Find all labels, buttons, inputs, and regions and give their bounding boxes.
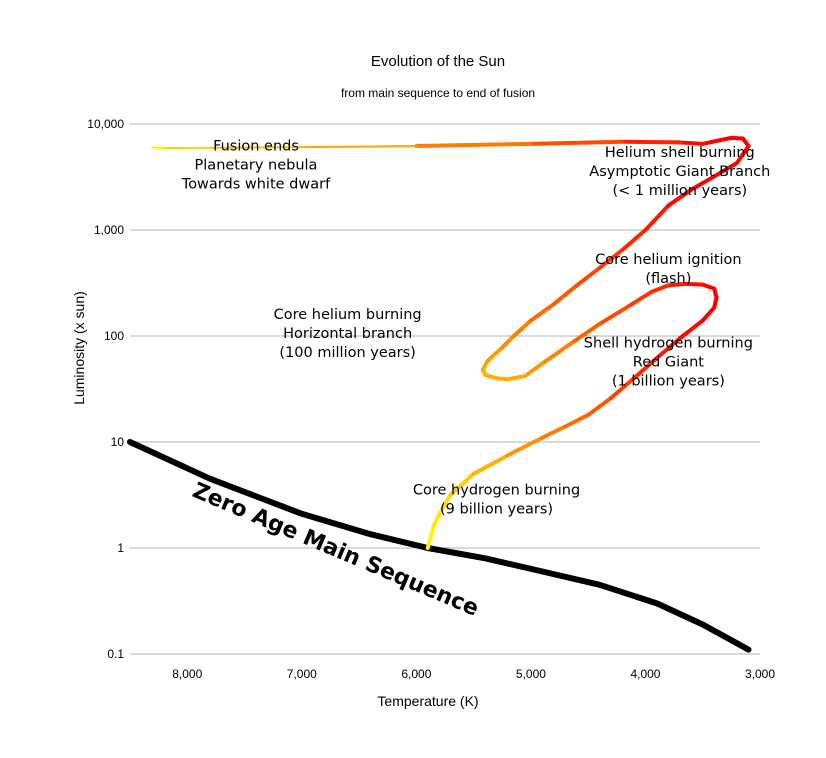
track-segment: [700, 305, 717, 323]
annotation-shell-hydrogen: Shell hydrogen burning Red Giant (1 billio…: [584, 335, 753, 389]
track-segment: [540, 341, 573, 366]
track-segment: [431, 507, 444, 529]
track-segment: [425, 524, 436, 550]
annotation-fusion-ends: Fusion ends Planetary nebula Towards white…: [181, 139, 331, 193]
track-segment: [677, 140, 705, 146]
track-segment: [735, 144, 751, 165]
track-segment: [511, 318, 533, 338]
y-axis-title: Luminosity (x sun): [71, 291, 87, 405]
x-tick-label: 7,000: [287, 667, 317, 681]
track-segment: [620, 228, 648, 252]
annotation-line: Helium shell burning: [605, 145, 755, 161]
x-tick-label: 8,000: [172, 667, 202, 681]
track-segment: [586, 396, 614, 417]
annotation-line: Towards white dwarf: [181, 177, 331, 193]
track-segment: [683, 281, 705, 287]
series: [127, 135, 752, 653]
track-segment: [506, 435, 545, 458]
x-tick-label: 4,000: [630, 667, 660, 681]
track-segment: [448, 471, 476, 497]
zams-line: [127, 439, 752, 653]
x-tick-label: 3,000: [745, 667, 775, 681]
y-tick-label: 10: [111, 435, 125, 449]
track-segment: [563, 412, 591, 429]
track-segment: [689, 174, 717, 192]
track-segment: [540, 424, 568, 440]
annotation-line: Core helium burning: [274, 307, 422, 323]
track-segment: [677, 318, 705, 341]
annotation-line: (1 billion years): [612, 373, 725, 389]
annotation-core-hydrogen: Core hydrogen burning (9 billion years): [413, 482, 580, 517]
annotations: Fusion ends Planetary nebula Towards white…: [181, 139, 771, 518]
track-segment: [500, 334, 516, 350]
track-segment: [597, 247, 625, 270]
chart-title: Evolution of the Sun: [371, 53, 505, 70]
track-segment: [609, 376, 636, 401]
track-segment: [209, 146, 303, 149]
y-tick-label: 1: [117, 541, 124, 555]
annotation-line: (flash): [645, 271, 691, 287]
track-segment: [528, 302, 556, 323]
track-segment: [626, 290, 654, 309]
y-tick-label: 10,000: [87, 117, 124, 131]
annotation-core-helium-burning: Core helium burning Horizontal branch (100…: [274, 307, 422, 361]
annotation-line: (100 million years): [279, 345, 415, 361]
track-segment: [414, 141, 533, 149]
annotation-line: Fusion ends: [213, 139, 299, 155]
track-segment: [439, 492, 453, 512]
chart-subtitle: from main sequence to end of fusion: [341, 86, 535, 100]
track-segment: [574, 265, 602, 288]
annotation-helium-shell: Helium shell burning Asymptotic Giant Bra…: [589, 145, 770, 199]
x-tick-label: 5,000: [516, 667, 546, 681]
track-segment: [700, 135, 734, 146]
track-segment: [654, 336, 682, 361]
track-segment: [620, 139, 682, 145]
y-tick-label: 100: [104, 329, 124, 343]
track-segment: [523, 361, 545, 378]
track-segment: [666, 281, 688, 288]
track-segment: [471, 453, 510, 476]
track-segment: [528, 139, 625, 146]
annotation-line: Core helium ignition: [595, 252, 742, 268]
gridlines: [130, 123, 760, 655]
annotation-core-helium-ignition: Core helium ignition (flash): [595, 252, 742, 287]
track-segment: [506, 373, 528, 382]
x-tick-label: 6,000: [401, 667, 431, 681]
track-segment: [300, 145, 418, 149]
track-segment: [666, 187, 694, 208]
track-segment: [649, 283, 671, 295]
axis-ticks: 10,000 1,000 100 10 1 0.1 8,000 7,000 6,000 5,000…: [87, 117, 775, 681]
annotation-line: Red Giant: [633, 354, 704, 370]
track-segment: [700, 282, 717, 291]
y-tick-label: 0.1: [107, 647, 124, 661]
track-segment: [597, 304, 631, 326]
track-segment: [643, 203, 671, 232]
annotation-line: (9 billion years): [440, 501, 553, 517]
track-segment: [632, 356, 659, 381]
annotation-line: Shell hydrogen burning: [584, 335, 753, 351]
annotation-line: Planetary nebula: [195, 158, 318, 174]
x-axis-title: Temperature (K): [377, 693, 478, 709]
annotation-line: Horizontal branch: [283, 326, 412, 342]
annotation-line: Asymptotic Giant Branch: [589, 164, 770, 180]
track-segment: [569, 321, 602, 346]
track-segment: [485, 345, 505, 364]
track-segment: [712, 160, 740, 179]
y-tick-label: 1,000: [94, 223, 124, 237]
annotation-line: (< 1 million years): [612, 183, 747, 199]
annotation-line: Core hydrogen burning: [413, 482, 580, 498]
track-segment: [551, 283, 579, 307]
